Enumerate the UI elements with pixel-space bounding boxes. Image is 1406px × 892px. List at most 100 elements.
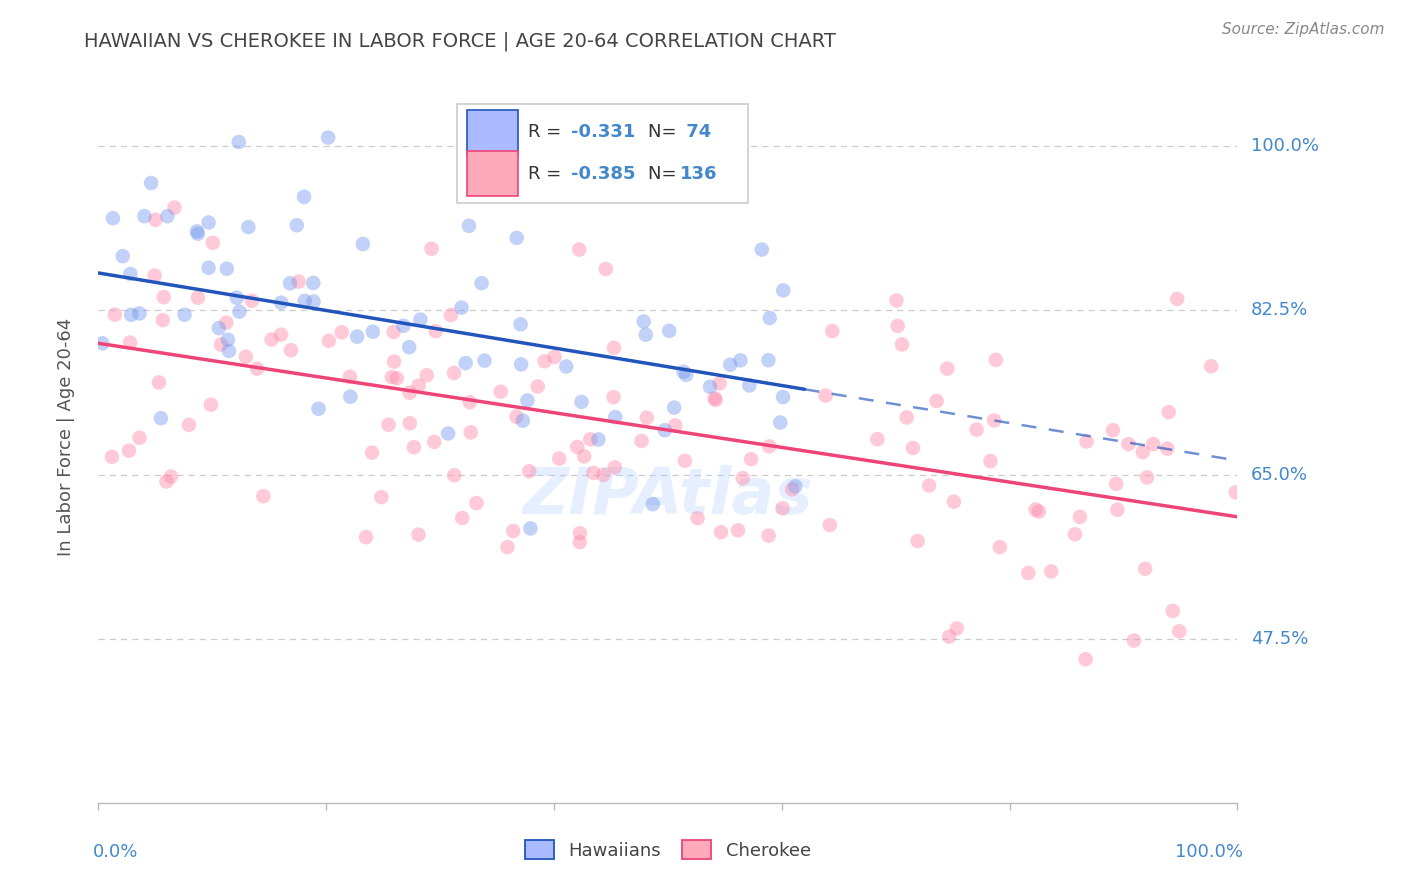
Point	[128, 306, 150, 320]
Text: 100.0%: 100.0%	[1251, 137, 1319, 155]
Point	[946, 621, 969, 635]
Point	[354, 530, 377, 544]
Point	[582, 466, 605, 480]
Point	[602, 390, 624, 404]
Point	[377, 417, 399, 432]
Point	[738, 378, 761, 392]
Point	[225, 291, 247, 305]
Point	[772, 501, 794, 516]
Point	[772, 390, 794, 404]
Point	[780, 483, 803, 497]
Point	[148, 376, 170, 390]
Point	[758, 353, 780, 368]
Point	[592, 467, 614, 482]
Text: 100.0%: 100.0%	[1175, 843, 1243, 861]
Point	[730, 353, 752, 368]
Point	[983, 413, 1005, 427]
Point	[408, 527, 430, 541]
Point	[568, 243, 591, 257]
Point	[567, 440, 589, 454]
Y-axis label: In Labor Force | Age 20-64: In Labor Force | Age 20-64	[56, 318, 75, 557]
Point	[152, 290, 174, 304]
Point	[966, 423, 988, 437]
Point	[718, 358, 741, 372]
Point	[758, 311, 780, 326]
Point	[201, 235, 224, 250]
Point	[896, 410, 918, 425]
Point	[686, 511, 709, 525]
Point	[512, 414, 534, 428]
Point	[215, 316, 238, 330]
Point	[509, 318, 531, 332]
Point	[1133, 562, 1156, 576]
Point	[187, 291, 209, 305]
Point	[502, 524, 524, 538]
Point	[228, 135, 250, 149]
Point	[901, 441, 924, 455]
Point	[603, 341, 626, 355]
Point	[1168, 624, 1191, 639]
Point	[1102, 423, 1125, 437]
Point	[423, 434, 446, 449]
Point	[118, 443, 141, 458]
Point	[672, 365, 695, 379]
Point	[173, 308, 195, 322]
Point	[101, 450, 124, 464]
Point	[1076, 434, 1098, 449]
Point	[634, 327, 657, 342]
Point	[318, 334, 340, 348]
Point	[160, 469, 183, 483]
Point	[1157, 405, 1180, 419]
Point	[352, 237, 374, 252]
Point	[818, 518, 841, 533]
Point	[1074, 652, 1097, 666]
Point	[630, 434, 652, 448]
Text: ZIPAtlas: ZIPAtlas	[523, 465, 813, 526]
FancyBboxPatch shape	[457, 104, 748, 203]
Point	[156, 209, 179, 223]
Point	[302, 276, 325, 290]
Point	[886, 293, 908, 308]
Point	[636, 410, 658, 425]
Point	[664, 418, 686, 433]
Point	[814, 388, 837, 402]
Text: 136: 136	[681, 165, 718, 183]
Point	[489, 384, 512, 399]
Point	[769, 416, 792, 430]
Point	[675, 368, 697, 382]
Point	[120, 335, 142, 350]
Point	[128, 431, 150, 445]
Point	[292, 190, 315, 204]
Point	[381, 370, 404, 384]
Point	[302, 294, 325, 309]
Point	[474, 353, 496, 368]
Point	[200, 398, 222, 412]
Point	[703, 392, 725, 406]
Point	[568, 535, 591, 549]
Point	[101, 211, 124, 226]
Point	[382, 354, 405, 368]
Point	[458, 219, 481, 233]
Point	[886, 318, 908, 333]
Point	[710, 525, 733, 540]
FancyBboxPatch shape	[467, 152, 517, 196]
Point	[821, 324, 844, 338]
Point	[595, 262, 617, 277]
Point	[398, 340, 420, 354]
Text: -0.385: -0.385	[571, 165, 636, 183]
Point	[658, 324, 681, 338]
Point	[280, 343, 302, 358]
Point	[91, 336, 114, 351]
Point	[571, 395, 593, 409]
Point	[1122, 633, 1144, 648]
Text: R =: R =	[527, 165, 567, 183]
Point	[134, 209, 156, 223]
Point	[548, 451, 571, 466]
Point	[654, 423, 676, 437]
Point	[1118, 437, 1140, 451]
Point	[454, 356, 477, 370]
Point	[382, 325, 405, 339]
Point	[988, 540, 1011, 554]
Point	[217, 333, 239, 347]
Point	[516, 393, 538, 408]
